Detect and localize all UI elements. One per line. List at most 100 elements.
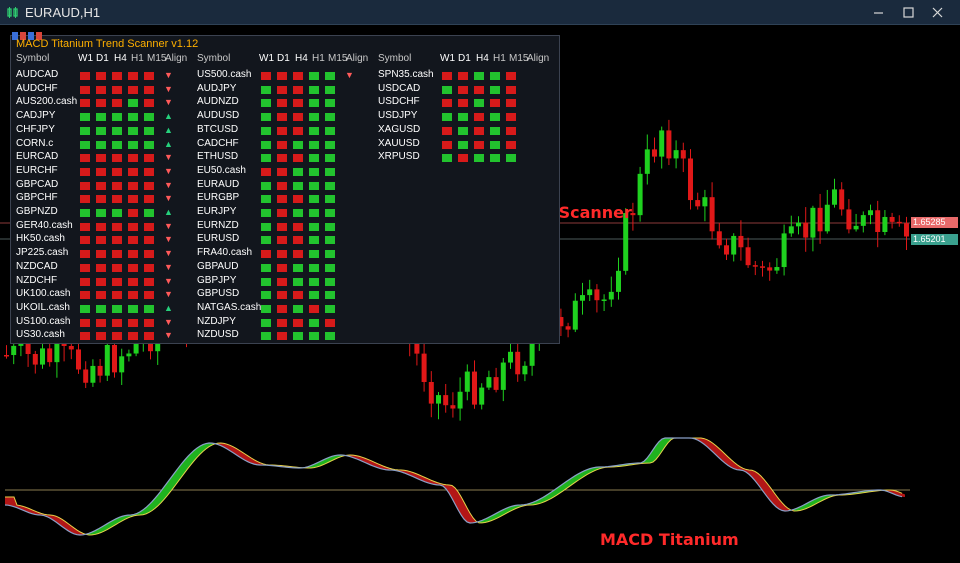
symbol-label[interactable]: XAGUSD [378,123,421,135]
symbol-label[interactable]: AUDUSD [197,110,240,122]
macd-fill [737,464,740,470]
symbol-label[interactable]: AUS200.cash [16,96,78,108]
symbol-label[interactable]: EURNZD [197,219,239,231]
symbol-label[interactable]: USDCHF [378,96,420,108]
symbol-label[interactable]: CORN.c [16,137,54,149]
trend-cell-h4 [112,222,122,231]
trend-cell-h1 [128,291,138,300]
trend-cell-h1 [128,209,138,217]
symbol-label[interactable]: US30.cash [16,329,65,341]
symbol-label[interactable]: NZDCHF [16,274,58,286]
trend-cell-h1 [128,181,138,190]
symbol-label[interactable]: EURCHF [16,164,58,176]
macd-fill [185,456,188,473]
macd-signal-line [5,437,903,536]
symbol-label[interactable]: EURJPY [197,206,237,217]
symbol-label[interactable]: UK100.cash [16,288,71,300]
align-down-icon: ▼ [164,289,173,300]
symbol-label[interactable]: AUDCAD [16,69,59,80]
trend-cell-w1 [261,263,271,272]
symbol-label[interactable]: JP225.cash [16,247,69,259]
trend-cell-h4 [474,99,484,108]
trend-cell-w1 [261,126,271,135]
macd-fill [665,438,668,447]
header-d1: D1 [277,53,290,64]
symbol-label[interactable]: XAUUSD [378,137,420,149]
symbol-label[interactable]: NZDCAD [16,260,58,272]
candle-body [623,213,629,271]
symbol-label[interactable]: CADCHF [197,137,239,149]
trend-cell-m15 [506,72,516,80]
symbol-label[interactable]: XRPUSD [378,151,420,163]
macd-fill [722,451,725,464]
symbol-label[interactable]: US100.cash [16,315,71,327]
symbol-label[interactable]: USDJPY [378,110,418,122]
symbol-label[interactable]: USDCAD [378,82,421,94]
trend-cell-m15 [325,154,335,163]
symbol-label[interactable]: UKOIL.cash [16,301,70,313]
candle-body [738,235,744,248]
candle-body [767,267,773,271]
trend-cell-m15 [325,236,335,245]
symbol-label[interactable]: GBPCAD [16,178,59,190]
symbol-label[interactable]: ETHUSD [197,151,239,163]
symbol-label[interactable]: NZDUSD [197,329,239,341]
symbol-label[interactable]: HK50.cash [16,233,65,245]
symbol-label[interactable]: EURAUD [197,178,240,190]
trend-cell-w1 [261,222,271,231]
candle-body [500,362,506,390]
trend-cell-h4 [293,181,303,190]
symbol-label[interactable]: NZDJPY [197,315,236,327]
close-button[interactable] [923,0,951,25]
symbol-label[interactable]: EURCAD [16,151,59,163]
symbol-label[interactable]: EURGBP [197,192,240,204]
trend-cell-w1 [80,167,90,176]
symbol-label[interactable]: AUDJPY [197,82,237,94]
symbol-label[interactable]: EU50.cash [197,164,246,176]
trend-cell-h4 [293,304,303,313]
symbol-label[interactable]: GER40.cash [16,219,73,231]
trend-cell-m15 [325,304,335,313]
close-icon [932,7,943,18]
symbol-label[interactable]: BTCUSD [197,123,239,135]
trend-cell-d1 [277,72,287,80]
symbol-label[interactable]: US500.cash [197,69,252,80]
trend-cell-d1 [96,222,106,231]
candle-body [594,289,600,301]
symbol-label[interactable]: CADJPY [16,110,56,122]
trend-cell-h4 [293,113,303,122]
macd-fill [221,443,224,448]
trend-cell-h4 [112,195,122,204]
trend-cell-m15 [144,250,154,259]
minimize-button[interactable] [864,0,892,25]
trend-cell-d1 [458,85,468,94]
symbol-label[interactable]: GBPNZD [16,206,58,217]
symbol-label[interactable]: NATGAS.cash [197,301,261,313]
trend-cell-d1 [458,99,468,108]
trend-scanner-panel[interactable]: MACD Titanium Trend Scanner v1.12 Symbol… [10,32,560,344]
symbol-label[interactable]: FRA40.cash [197,247,253,259]
symbol-label[interactable]: SPN35.cash [378,69,434,80]
trend-cell-w1 [261,250,271,259]
symbol-label[interactable]: AUDCHF [16,82,58,94]
symbol-label[interactable]: AUDNZD [197,96,239,108]
symbol-label[interactable]: GBPAUD [197,260,239,272]
symbol-label[interactable]: GBPUSD [197,288,240,300]
candle-body [724,245,729,255]
trend-cell-w1 [442,140,452,149]
header-m15: M15 [328,53,348,64]
trend-cell-h1 [309,140,319,149]
indicator-caption: MACD Titanium [600,530,739,549]
maximize-button[interactable] [894,0,922,25]
symbol-label[interactable]: EURUSD [197,233,240,245]
macd-fill [782,502,785,511]
trend-cell-m15 [144,99,154,108]
macd-fill [446,484,449,494]
align-down-icon: ▼ [164,70,173,80]
trend-cell-h4 [293,332,303,341]
trend-cell-d1 [96,99,106,108]
symbol-label[interactable]: CHFJPY [16,123,55,135]
symbol-label[interactable]: GBPJPY [197,274,237,286]
trend-cell-m15 [325,209,335,217]
symbol-label[interactable]: GBPCHF [16,192,58,204]
